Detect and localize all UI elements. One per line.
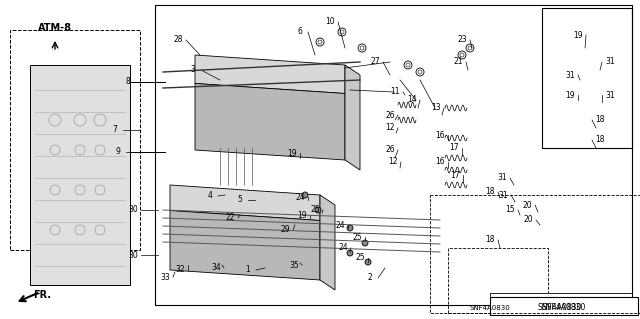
Text: 20: 20 (523, 216, 533, 225)
Text: 33: 33 (160, 272, 170, 281)
Bar (490, 297, 638, 315)
Polygon shape (30, 65, 130, 285)
Polygon shape (195, 55, 345, 93)
Text: 16: 16 (435, 158, 445, 167)
Text: SNF4A0830: SNF4A0830 (542, 302, 586, 311)
Text: 8: 8 (125, 78, 131, 86)
Bar (155, 5, 632, 305)
Text: 25: 25 (310, 205, 320, 214)
Text: 28: 28 (173, 35, 183, 44)
Text: 19: 19 (297, 211, 307, 219)
Text: 19: 19 (573, 31, 583, 40)
Circle shape (347, 250, 353, 256)
Text: 12: 12 (388, 158, 397, 167)
Text: 35: 35 (289, 261, 299, 270)
Circle shape (365, 259, 371, 265)
Text: 32: 32 (175, 265, 185, 275)
Text: 5: 5 (237, 196, 243, 204)
Text: 3: 3 (191, 65, 195, 75)
Text: 30: 30 (128, 205, 138, 214)
Circle shape (362, 240, 368, 246)
Text: 7: 7 (113, 125, 117, 135)
Text: 22: 22 (225, 213, 235, 222)
Text: 31: 31 (605, 57, 615, 66)
Text: 1: 1 (246, 265, 250, 275)
Circle shape (347, 225, 353, 231)
Text: 16: 16 (435, 130, 445, 139)
Text: 18: 18 (595, 115, 605, 124)
Text: 23: 23 (457, 35, 467, 44)
Text: 17: 17 (450, 170, 460, 180)
Bar (490, 293, 632, 313)
Text: 24: 24 (335, 220, 345, 229)
Text: 26: 26 (385, 145, 395, 154)
Text: SNF4A0830: SNF4A0830 (470, 305, 510, 311)
Bar (448, 248, 548, 313)
Polygon shape (195, 84, 345, 160)
Text: 31: 31 (565, 70, 575, 79)
Polygon shape (170, 211, 320, 280)
Text: 2: 2 (367, 273, 372, 283)
Text: SNF4A0830: SNF4A0830 (538, 303, 582, 313)
Text: 24: 24 (338, 243, 348, 253)
Text: 21: 21 (453, 57, 463, 66)
Bar (542, 8, 632, 148)
Text: 31: 31 (497, 174, 507, 182)
Text: FR.: FR. (33, 290, 51, 300)
Circle shape (302, 192, 308, 198)
Text: 30: 30 (128, 250, 138, 259)
Text: 29: 29 (280, 226, 290, 234)
Text: 26: 26 (385, 110, 395, 120)
Text: 4: 4 (207, 191, 212, 201)
Text: 20: 20 (522, 201, 532, 210)
Circle shape (315, 207, 321, 213)
Text: 14: 14 (407, 95, 417, 105)
Text: 19: 19 (287, 149, 297, 158)
Text: 13: 13 (431, 103, 441, 113)
Text: 31: 31 (605, 91, 615, 100)
Text: 24: 24 (295, 192, 305, 202)
Bar (10, 30, 140, 250)
Text: 18: 18 (595, 136, 605, 145)
Text: 10: 10 (325, 18, 335, 26)
Text: 11: 11 (390, 87, 400, 97)
Text: 25: 25 (352, 233, 362, 241)
Text: 34: 34 (211, 263, 221, 272)
Text: 18: 18 (485, 188, 495, 197)
Text: 27: 27 (370, 57, 380, 66)
Text: 6: 6 (298, 27, 303, 36)
Text: 17: 17 (449, 144, 459, 152)
Text: ATM-8: ATM-8 (38, 23, 72, 33)
Text: 15: 15 (505, 205, 515, 214)
Text: 31: 31 (498, 190, 508, 199)
Polygon shape (320, 195, 335, 290)
Text: 25: 25 (355, 254, 365, 263)
Polygon shape (345, 65, 360, 170)
Text: 12: 12 (385, 123, 395, 132)
Polygon shape (170, 185, 320, 220)
Text: 9: 9 (116, 147, 120, 157)
Text: 19: 19 (565, 91, 575, 100)
Text: 18: 18 (485, 235, 495, 244)
